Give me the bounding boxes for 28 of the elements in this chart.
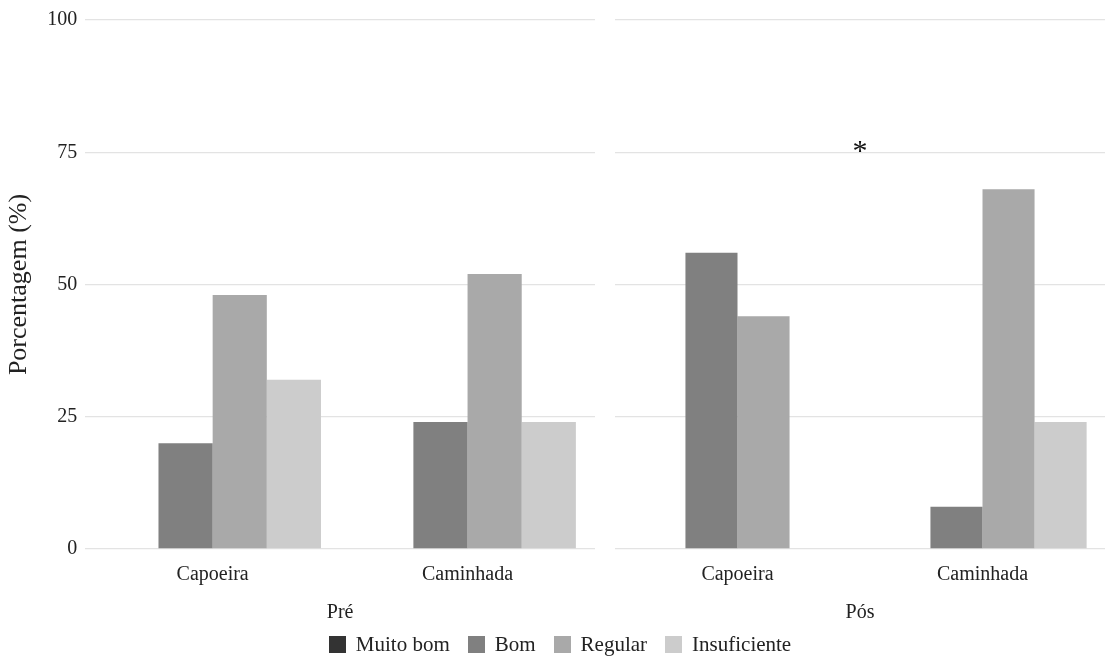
bar — [413, 422, 468, 549]
y-tick-label: 0 — [67, 536, 78, 559]
x-tick-label: Capoeira — [701, 562, 774, 586]
y-axis-title: Porcentagem (%) — [3, 193, 33, 376]
annotation: * — [852, 133, 868, 167]
bar — [266, 379, 321, 549]
x-tick-label: Caminhada — [936, 562, 1029, 585]
bar — [1034, 422, 1087, 549]
x-tick-label: Caminhada — [422, 562, 514, 585]
x-axis-title: Pós — [845, 600, 875, 623]
y-tick-label: 25 — [57, 404, 78, 426]
legend-label: Insuficiente — [691, 632, 792, 657]
bar — [158, 443, 213, 549]
y-tick-label: 100 — [47, 7, 78, 30]
bar — [737, 316, 790, 549]
bar — [930, 506, 983, 549]
bar — [685, 252, 738, 549]
bar — [521, 422, 576, 549]
bar — [212, 295, 267, 549]
y-tick-label: 50 — [57, 271, 78, 294]
legend-label: Bom — [493, 632, 536, 657]
y-tick-label: 75 — [57, 139, 78, 162]
bar — [982, 189, 1035, 549]
bar — [467, 273, 522, 549]
x-axis-title: Pré — [326, 600, 354, 623]
x-tick-label: Capoeira — [176, 562, 249, 586]
legend-label: Muito bom — [354, 632, 450, 657]
legend-label: Regular — [579, 632, 648, 657]
